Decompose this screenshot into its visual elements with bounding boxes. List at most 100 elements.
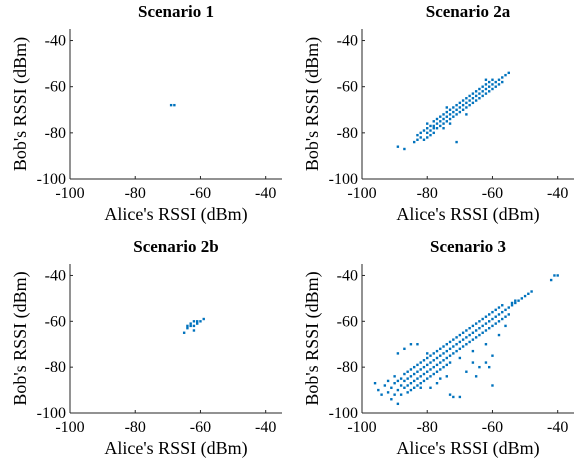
data-point bbox=[189, 322, 192, 325]
data-point bbox=[419, 386, 422, 389]
data-point bbox=[429, 133, 432, 137]
data-point bbox=[393, 382, 396, 385]
data-point bbox=[445, 375, 448, 378]
data-point bbox=[435, 370, 439, 373]
data-point bbox=[409, 343, 413, 346]
data-point bbox=[419, 131, 422, 135]
data-point bbox=[504, 315, 507, 318]
data-point bbox=[471, 324, 475, 328]
data-point bbox=[429, 124, 432, 128]
data-point bbox=[445, 120, 448, 123]
data-point bbox=[445, 343, 448, 346]
data-point bbox=[465, 343, 468, 346]
data-point bbox=[409, 382, 413, 385]
data-point bbox=[406, 391, 409, 394]
data-point bbox=[192, 329, 196, 332]
data-point bbox=[393, 393, 396, 396]
data-point bbox=[169, 103, 173, 107]
data-point bbox=[445, 115, 448, 118]
data-point bbox=[429, 386, 432, 389]
y-tick-label: -60 bbox=[45, 79, 66, 96]
data-point bbox=[202, 317, 205, 321]
data-point bbox=[390, 386, 393, 389]
x-tick-label: -60 bbox=[190, 185, 211, 202]
data-point bbox=[461, 103, 465, 107]
data-point bbox=[445, 106, 448, 109]
x-tick-label: -60 bbox=[190, 419, 211, 436]
y-tick-label: -60 bbox=[45, 313, 66, 330]
data-point bbox=[553, 274, 556, 277]
x-tick-label: -40 bbox=[547, 185, 568, 202]
data-point bbox=[429, 129, 432, 132]
data-point bbox=[192, 320, 196, 323]
y-axis-label: Bob's RSSI (dBm) bbox=[302, 271, 323, 405]
data-point bbox=[452, 115, 455, 118]
data-point bbox=[432, 359, 435, 362]
data-point bbox=[452, 110, 455, 114]
chart-title: Scenario 2b bbox=[133, 237, 218, 256]
data-point bbox=[383, 384, 387, 387]
x-tick-label: -80 bbox=[125, 419, 146, 436]
data-point bbox=[507, 306, 510, 309]
chart-title: Scenario 3 bbox=[430, 237, 506, 256]
y-tick-label: -80 bbox=[337, 359, 358, 376]
data-point bbox=[426, 363, 429, 367]
data-point bbox=[442, 365, 445, 369]
data-point bbox=[497, 306, 501, 309]
x-tick-label: -60 bbox=[482, 185, 503, 202]
data-point bbox=[448, 393, 452, 396]
data-point bbox=[494, 308, 497, 312]
data-point bbox=[426, 136, 429, 139]
data-point bbox=[501, 80, 504, 84]
data-point bbox=[461, 108, 465, 111]
data-point bbox=[484, 92, 488, 95]
data-point bbox=[435, 127, 439, 130]
data-point bbox=[416, 343, 419, 346]
data-point bbox=[448, 340, 452, 344]
data-point bbox=[186, 326, 189, 330]
data-point bbox=[465, 329, 468, 332]
data-point bbox=[416, 363, 419, 367]
y-tick-label: -60 bbox=[337, 79, 358, 96]
data-point bbox=[439, 120, 442, 123]
x-tick-label: -40 bbox=[547, 419, 568, 436]
data-point bbox=[458, 347, 462, 351]
data-point bbox=[399, 393, 403, 396]
data-point bbox=[448, 361, 452, 364]
data-point bbox=[491, 384, 494, 387]
data-point bbox=[465, 113, 468, 116]
data-point bbox=[484, 361, 488, 364]
data-point bbox=[488, 85, 491, 88]
data-point bbox=[409, 375, 413, 378]
data-point bbox=[199, 320, 202, 323]
data-point bbox=[491, 317, 494, 321]
data-point bbox=[478, 320, 481, 323]
y-tick-label: -80 bbox=[45, 125, 66, 142]
data-point bbox=[458, 106, 462, 109]
data-point bbox=[439, 124, 442, 128]
data-point bbox=[465, 106, 468, 109]
data-point bbox=[478, 333, 481, 337]
data-point bbox=[435, 122, 439, 125]
data-point bbox=[386, 379, 390, 383]
data-point bbox=[474, 94, 478, 98]
data-point bbox=[491, 87, 494, 91]
data-point bbox=[426, 122, 429, 125]
data-point bbox=[412, 372, 416, 376]
data-point bbox=[504, 73, 507, 77]
data-point bbox=[504, 324, 507, 328]
data-point bbox=[429, 354, 432, 357]
data-point bbox=[488, 313, 491, 316]
data-point bbox=[488, 326, 491, 330]
data-point bbox=[435, 382, 439, 385]
data-point bbox=[488, 365, 491, 369]
x-tick-label: -40 bbox=[255, 185, 276, 202]
data-point bbox=[504, 308, 507, 312]
data-point bbox=[422, 365, 426, 369]
data-point bbox=[507, 71, 510, 75]
data-point bbox=[488, 90, 491, 93]
data-point bbox=[448, 117, 452, 121]
data-point bbox=[448, 122, 452, 125]
data-point bbox=[478, 97, 481, 100]
data-point bbox=[196, 320, 199, 323]
